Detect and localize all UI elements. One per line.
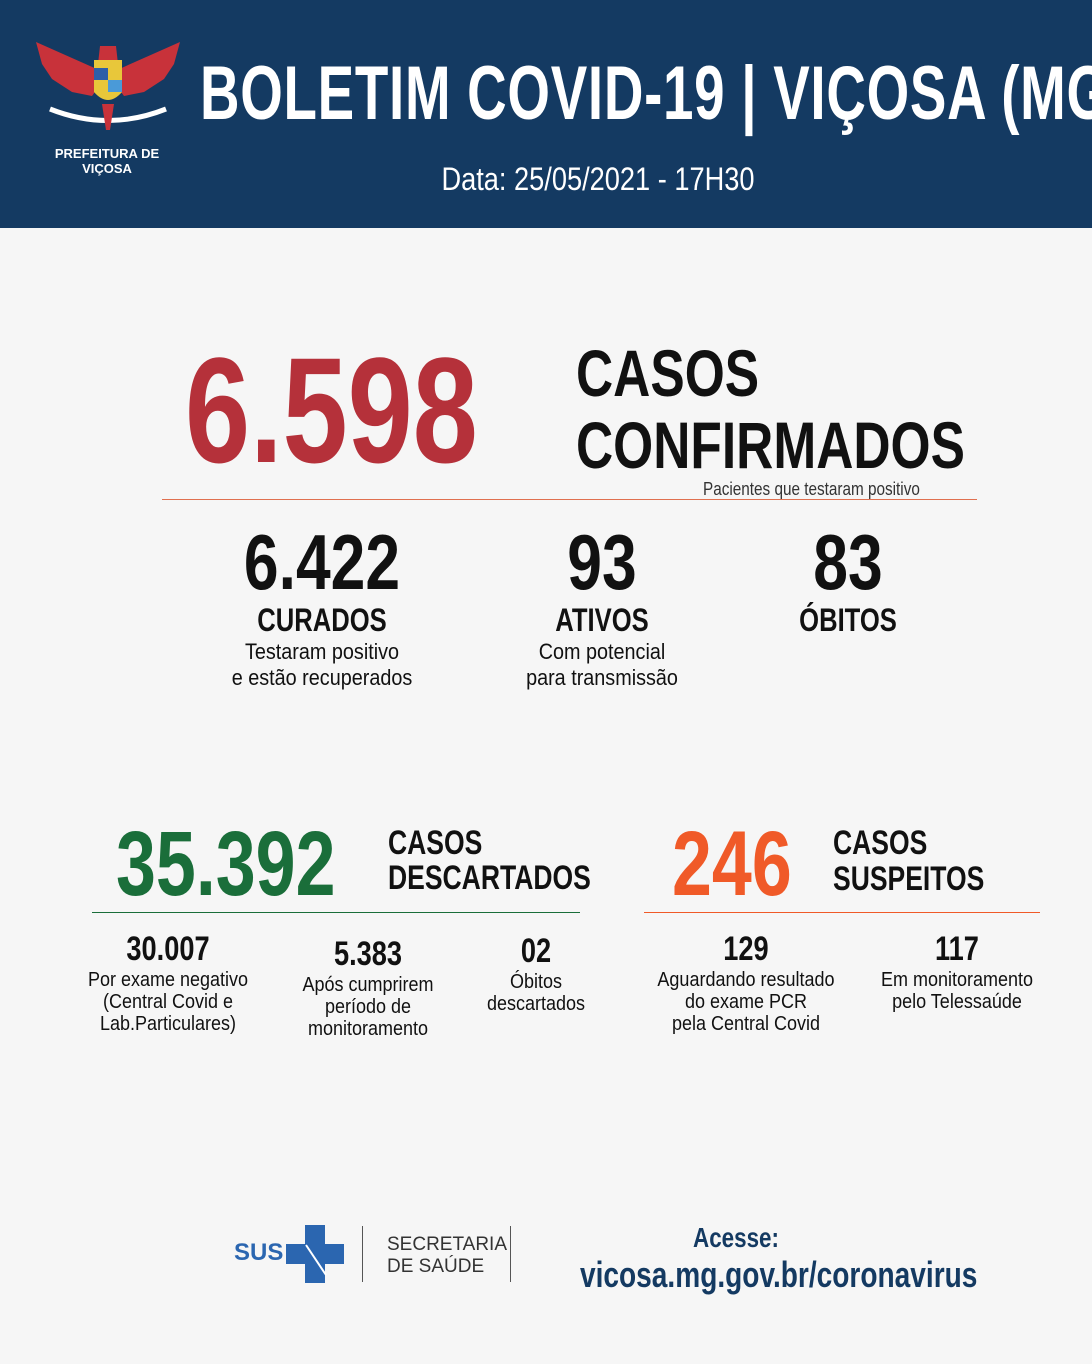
divider [644,912,1040,913]
text: DE SAÚDE [387,1256,485,1277]
stat-ativos: 93 ATIVOS Com potencial para transmissão [467,522,737,691]
discarded-item: 02 Óbitos descartados [473,932,599,1015]
text: Acesse: [693,1222,779,1253]
text: SECRETARIA [387,1234,508,1255]
stat-desc: e estão recuperados [231,664,413,690]
suspected-label-2: SUSPEITOS [833,860,985,898]
text: Lab.Particulares) [99,1013,237,1036]
sus-cross-icon [286,1225,344,1283]
page-title: BOLETIM COVID-19 | VIÇOSA (MG) [200,51,1092,136]
divider [162,499,977,500]
suspected-value: 246 [672,813,792,915]
text: do exame PCR [684,991,808,1014]
report-date: Data: 25/05/2021 - 17H30 [441,161,755,197]
stat-label: CURADOS [257,602,387,638]
stat-value: 83 [813,518,883,606]
text: descartados [486,993,586,1016]
confirmed-label-1: CASOS [576,336,760,410]
text: Óbitos [509,971,563,994]
stat-desc: Testaram positivo [244,638,400,664]
discarded-item: 5.383 Após cumprirem período de monitorame… [275,935,461,1040]
text: Após cumprirem [302,974,434,997]
access-block: Acesse: vicosa.mg.gov.br/coronavirus [536,1222,978,1296]
stat-curados: 6.422 CURADOS Testaram positivo e estão … [187,522,457,691]
secretaria-label: SECRETARIA DE SAÚDE [387,1234,507,1278]
text: 129 [723,930,769,968]
text: 5.383 [333,935,403,973]
text: Em monitoramento [880,969,1034,992]
header-banner: PREFEITURA DE VIÇOSA BOLETIM COVID-19 | … [0,0,1092,228]
discarded-item: 30.007 Por exame negativo (Central Covid … [68,930,268,1035]
suspected-label-1: CASOS [833,824,928,862]
divider [92,912,580,913]
confirmed-note: Pacientes que testaram positivo [703,479,920,499]
stat-obitos: 83 ÓBITOS [758,522,938,639]
discarded-label-2: DESCARTADOS [388,859,591,897]
website-link[interactable]: vicosa.mg.gov.br/coronavirus [580,1254,978,1296]
stat-value: 6.422 [243,518,401,606]
text: 30.007 [126,930,210,968]
suspected-item: 129 Aguardando resultado do exame PCR pela… [640,930,852,1035]
stat-value: 93 [567,518,637,606]
text: pelo Telessaúde [892,991,1022,1014]
text: 02 [520,932,552,970]
suspected-item: 117 Em monitoramento pelo Telessaúde [862,930,1052,1013]
text: Por exame negativo [87,969,249,992]
discarded-label-1: CASOS [388,824,483,862]
stat-label: ÓBITOS [799,602,897,638]
text: Aguardando resultado [657,969,835,992]
sus-logo-text: SUS [234,1239,284,1266]
divider [510,1226,511,1282]
divider [362,1226,363,1282]
stat-desc: Com potencial [538,638,666,664]
confirmed-label-2: CONFIRMADOS [576,408,965,482]
prefeitura-label: PREFEITURA DE VIÇOSA [54,146,160,176]
stat-label: ATIVOS [555,602,649,638]
confirmed-cases-value: 6.598 [185,326,478,494]
coat-of-arms-logo [36,42,180,130]
text: pela Central Covid [671,1013,821,1036]
text: período de [324,996,412,1019]
stat-desc: para transmissão [526,664,678,690]
text: 117 [935,930,979,968]
discarded-value: 35.392 [116,813,336,915]
text: (Central Covid e [102,991,234,1014]
text: monitoramento [307,1018,429,1041]
